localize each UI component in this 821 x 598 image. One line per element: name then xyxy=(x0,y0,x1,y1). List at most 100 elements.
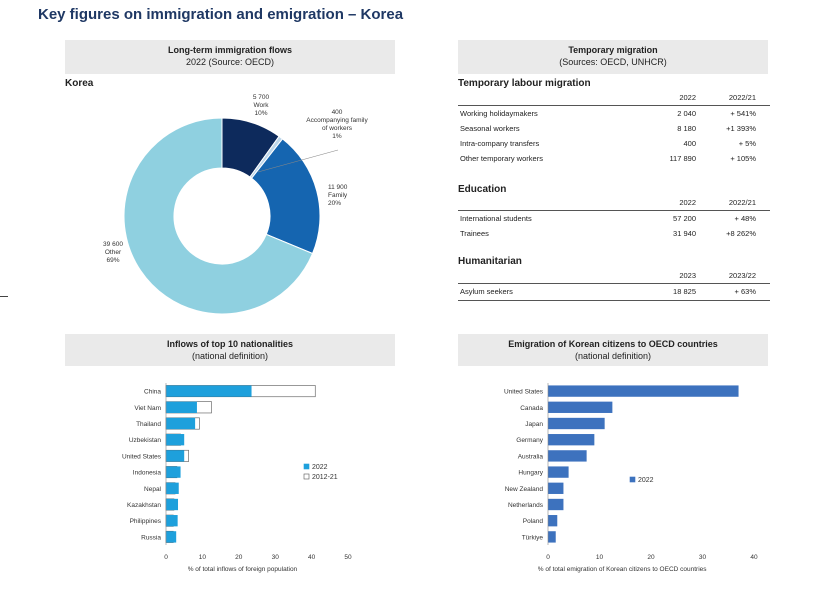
donut-label: Other xyxy=(105,249,122,256)
donut-label: 11 900 xyxy=(328,184,348,191)
category-label: Philippines xyxy=(130,518,162,525)
bar-2022 xyxy=(548,498,564,511)
donut-slice-1 xyxy=(249,135,284,179)
category-label: United States xyxy=(122,453,162,460)
bar-2012-21 xyxy=(165,385,316,398)
nationalities-title: Inflows of top 10 nationalities xyxy=(166,339,293,349)
x-tick-label: 0 xyxy=(164,554,168,561)
row-label: Intra-company transfers xyxy=(460,139,540,148)
x-axis-label: % of total inflows of foreign population xyxy=(188,566,298,573)
x-tick-label: 30 xyxy=(699,554,707,561)
labour-row: Seasonal workers 8 180 +1 393% xyxy=(458,124,770,136)
education-heading: Education xyxy=(458,184,507,195)
humanitarian-col2: 2023/22 xyxy=(728,271,756,280)
bar-2022 xyxy=(548,417,605,430)
row-value: 117 890 xyxy=(669,154,696,163)
category-label: Thailand xyxy=(136,421,161,428)
row-value: 57 200 xyxy=(673,214,696,223)
bar-2022 xyxy=(166,385,252,397)
legend-swatch xyxy=(303,473,310,480)
education-row: International students 57 200 + 48% xyxy=(458,214,770,226)
bar-2022 xyxy=(548,401,613,413)
longterm-panel-header: Long-term immigration flows 2022 (Source… xyxy=(65,40,395,74)
category-label: Hungary xyxy=(518,470,543,477)
category-label: Türkiye xyxy=(522,534,544,541)
bar-2022 xyxy=(166,466,181,478)
bar-2022 xyxy=(166,498,179,511)
humanitarian-row: Asylum seekers 18 825 + 63% xyxy=(458,287,770,299)
bar-2012-21 xyxy=(165,433,181,446)
category-label: Viet Nam xyxy=(134,405,161,412)
category-label: United States xyxy=(504,389,544,396)
row-change: + 63% xyxy=(734,287,756,296)
education-col2: 2022/21 xyxy=(728,198,756,207)
x-tick-label: 40 xyxy=(308,554,316,561)
bar-2012-21 xyxy=(165,514,174,527)
donut-leader-line xyxy=(257,149,339,173)
legend-label: 2012-21 xyxy=(312,474,338,481)
row-label: Asylum seekers xyxy=(460,287,513,296)
humanitarian-col1: 2023 xyxy=(679,271,696,280)
x-tick-label: 10 xyxy=(596,554,604,561)
category-label: Indonesia xyxy=(133,470,162,477)
x-tick-label: 20 xyxy=(235,554,243,561)
legend-label: 2022 xyxy=(312,464,328,471)
labour-row: Intra-company transfers 400 + 5% xyxy=(458,139,770,151)
page-title: Key figures on immigration and emigratio… xyxy=(38,6,404,23)
row-value: 18 825 xyxy=(673,287,696,296)
row-label: International students xyxy=(460,214,532,223)
category-label: Canada xyxy=(520,405,543,412)
bar-2022 xyxy=(548,434,595,446)
donut-label: 400 xyxy=(332,109,343,116)
education-row: Trainees 31 940 +8 262% xyxy=(458,229,770,241)
x-tick-label: 0 xyxy=(546,554,550,561)
row-label: Working holidaymakers xyxy=(460,109,538,118)
row-value: 2 040 xyxy=(677,109,696,118)
bar-2022 xyxy=(548,531,556,543)
edge-dash xyxy=(0,296,8,297)
row-value: 8 180 xyxy=(677,124,696,133)
donut-label: 39 600 xyxy=(103,241,123,248)
row-label: Seasonal workers xyxy=(460,124,520,133)
donut-label: Work xyxy=(253,102,269,109)
nationalities-panel-header: Inflows of top 10 nationalities (nationa… xyxy=(65,334,395,366)
donut-label: of workers xyxy=(322,125,353,132)
bar-2012-21 xyxy=(165,466,178,479)
x-tick-label: 30 xyxy=(272,554,280,561)
humanitarian-heading: Humanitarian xyxy=(458,256,522,267)
labour-header-row: 2022 2022/21 xyxy=(458,93,770,106)
bar-2022 xyxy=(166,482,179,494)
donut-label: 1% xyxy=(332,133,342,140)
x-tick-label: 20 xyxy=(647,554,655,561)
row-change: + 105% xyxy=(730,154,756,163)
donut-label: 5 700 xyxy=(253,94,270,101)
labour-row: Working holidaymakers 2 040 + 541% xyxy=(458,109,770,121)
row-change: +1 393% xyxy=(726,124,756,133)
legend-swatch xyxy=(629,476,636,483)
bar-2022 xyxy=(166,417,196,430)
temporary-subtitle: (Sources: OECD, UNHCR) xyxy=(559,57,667,67)
category-label: Nepal xyxy=(144,486,162,493)
labour-row: Other temporary workers 117 890 + 105% xyxy=(458,154,770,166)
labour-col2: 2022/21 xyxy=(728,93,756,102)
category-label: Kazakhstan xyxy=(127,502,161,509)
bar-2022 xyxy=(166,450,185,462)
longterm-subtitle: 2022 (Source: OECD) xyxy=(185,57,275,67)
row-change: + 48% xyxy=(734,214,756,223)
bar-2022 xyxy=(166,531,177,543)
education-header-row: 2022 2022/21 xyxy=(458,198,770,211)
legend-swatch xyxy=(303,463,310,470)
emigration-title: Emigration of Korean citizens to OECD co… xyxy=(508,339,718,349)
bar-2022 xyxy=(166,515,178,527)
bar-2012-21 xyxy=(165,498,175,511)
emigration-subtitle: (national definition) xyxy=(574,351,652,361)
category-label: Netherlands xyxy=(508,502,544,509)
bar-2022 xyxy=(166,434,185,446)
category-label: New Zealand xyxy=(505,486,544,493)
category-label: Australia xyxy=(518,453,544,460)
category-label: Uzbekistan xyxy=(129,437,162,444)
country-label: Korea xyxy=(65,78,94,89)
bar-2022 xyxy=(548,450,587,462)
